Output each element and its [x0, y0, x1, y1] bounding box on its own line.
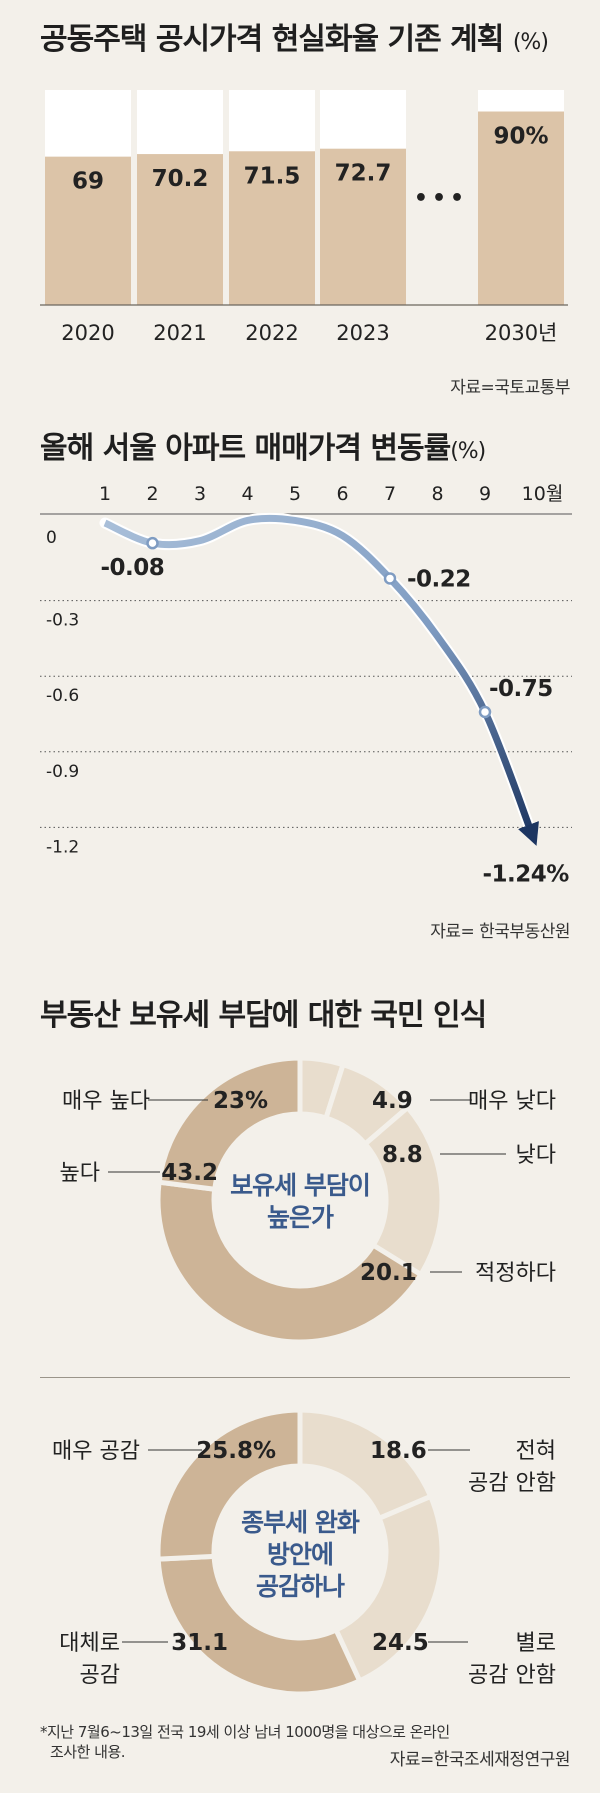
donut-slice — [156, 1055, 303, 1193]
x-tick-label: 7 — [384, 483, 396, 505]
donut-slice — [155, 1553, 363, 1697]
data-label: -0.75 — [489, 676, 553, 702]
bar-value-label: 69 — [72, 169, 104, 195]
bar — [137, 154, 223, 305]
donut-center-text: 공감하나 — [256, 1572, 345, 1601]
chart2-title: 올해 서울 아파트 매매가격 변동률(%) — [40, 423, 486, 467]
donut-category-label: 별로 — [516, 1631, 556, 1656]
y-tick-label: -0.6 — [46, 686, 79, 706]
chart1-title-text: 공동주택 공시가격 현실화율 기존 계획 — [40, 22, 504, 57]
bar — [229, 151, 315, 305]
bar-category-label: 2020 — [61, 321, 114, 345]
donut-value-label: 31.1 — [171, 1630, 228, 1656]
data-label: -0.08 — [101, 555, 165, 581]
bar-category-label: 2030년 — [485, 321, 558, 345]
donut-value-label: 25.8% — [196, 1438, 276, 1464]
donut-center-text: 높은가 — [267, 1203, 334, 1232]
bar — [45, 156, 131, 305]
bar-category-label: 2023 — [336, 321, 389, 345]
donut-category-label: 공감 — [80, 1663, 120, 1688]
x-tick-label: 10월 — [522, 483, 564, 505]
y-tick-label: -0.3 — [46, 611, 79, 631]
section-divider — [40, 1377, 570, 1378]
x-tick-label: 5 — [289, 483, 301, 505]
donut-category-label: 매우 낮다 — [468, 1089, 556, 1114]
donut-category-label: 적정하다 — [475, 1261, 556, 1286]
bar-value-label: 71.5 — [244, 163, 301, 189]
donut-value-label: 43.2 — [161, 1160, 218, 1186]
data-label: -0.22 — [407, 566, 471, 592]
donut-slice — [155, 1407, 303, 1562]
footnote-line-1: *지난 7월6~13일 전국 19세 이상 남녀 1000명을 대상으로 온라인 — [40, 1723, 450, 1741]
bar-value-label: 90% — [493, 124, 548, 150]
footnote-line-2: 조사한 내용. — [50, 1743, 126, 1761]
donut-center-text: 방안에 — [267, 1540, 333, 1569]
bar-value-label: 72.7 — [335, 161, 392, 187]
donut-category-label: 공감 안함 — [468, 1471, 556, 1496]
line-chart: 1 2 3 4 5 6 7 8 9 10월 0 -0.3 -0.6 -0.9 -1.2 -0.08 -0.22 -… — [40, 483, 572, 887]
chart3-source: 자료=한국조세재정연구원 — [389, 1750, 571, 1770]
chart2-source: 자료= 한국부동산원 — [430, 922, 570, 942]
bar — [320, 148, 406, 305]
donut-category-label: 매우 공감 — [52, 1439, 140, 1464]
bar-chart: 69 2020 70.2 2021 71.5 2022 72.7 2023 90% 2030년 ••… — [40, 90, 568, 345]
x-tick-label: 2 — [146, 483, 158, 505]
data-label: -1.24% — [483, 861, 570, 887]
y-tick-label: -1.2 — [46, 837, 79, 857]
data-point — [383, 572, 397, 585]
donut-category-label: 공감 안함 — [468, 1663, 556, 1688]
donut-category-label: 높다 — [60, 1161, 100, 1186]
x-tick-label: 4 — [241, 483, 253, 505]
bar — [478, 111, 564, 305]
donut-value-label: 4.9 — [372, 1088, 413, 1114]
bar-value-label: 70.2 — [152, 166, 209, 192]
data-point — [146, 536, 159, 550]
x-tick-label: 8 — [431, 483, 443, 505]
donut-value-label: 23% — [213, 1088, 268, 1114]
donut-center-text: 보유세 부담이 — [230, 1171, 370, 1200]
data-point — [478, 705, 492, 719]
donut-value-label: 24.5 — [372, 1630, 429, 1656]
x-tick-label: 3 — [194, 483, 206, 505]
donut-category-label: 대체로 — [59, 1631, 120, 1656]
chart1-title: 공동주택 공시가격 현실화율 기존 계획 (%) — [40, 14, 549, 58]
donut-value-label: 8.8 — [382, 1142, 423, 1168]
footnote: *지난 7월6~13일 전국 19세 이상 남녀 1000명을 대상으로 온라인… — [40, 1722, 450, 1762]
donut-category-label: 낮다 — [516, 1143, 556, 1168]
donut-center-text: 종부세 완화 — [241, 1508, 360, 1537]
x-tick-label: 9 — [479, 483, 491, 505]
bar-category-label: 2022 — [245, 321, 298, 345]
line-series — [103, 514, 539, 846]
donut-slice — [332, 1493, 445, 1685]
x-tick-label: 6 — [336, 483, 348, 505]
y-tick-label: -0.9 — [46, 762, 79, 782]
chart2-unit: (%) — [450, 439, 486, 464]
chart3-title: 부동산 보유세 부담에 대한 국민 인식 — [40, 998, 487, 1033]
donut-value-label: 20.1 — [360, 1260, 417, 1286]
chart1-source: 자료=국토교통부 — [450, 378, 570, 398]
chart2-title-text: 올해 서울 아파트 매매가격 변동률 — [40, 431, 451, 466]
x-tick-label: 1 — [99, 483, 111, 505]
donut-category-label: 매우 높다 — [62, 1089, 150, 1114]
donut-slice — [155, 1179, 425, 1345]
donut-value-label: 18.6 — [370, 1438, 427, 1464]
chart1-unit: (%) — [512, 30, 549, 55]
y-tick-label: 0 — [46, 528, 57, 548]
donut-category-label: 전혀 — [516, 1439, 556, 1464]
ellipsis: ••• — [414, 186, 468, 211]
bar-category-label: 2021 — [153, 321, 206, 345]
